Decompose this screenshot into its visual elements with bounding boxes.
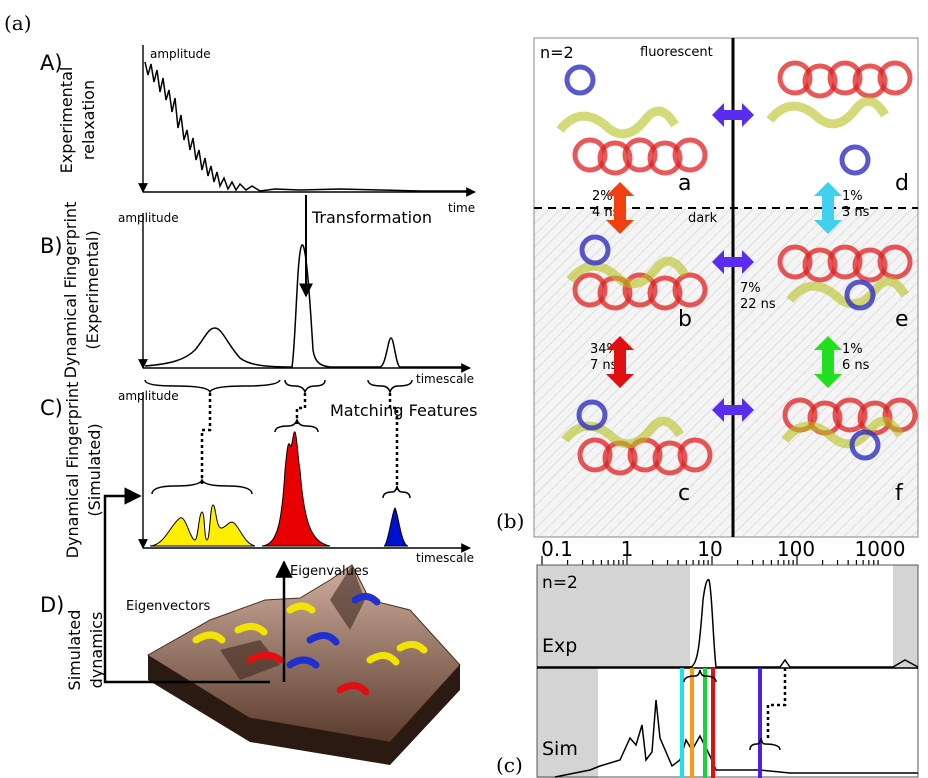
side-label-line: Dynamical Fingerprint: [63, 382, 82, 559]
figure-b: n=2 fluorescent dark a b c d e f 2%4 ns …: [496, 38, 918, 537]
figure-label: (b): [496, 509, 524, 533]
panel-b: B) Dynamical Fingerprint(Experimental) a…: [40, 202, 474, 392]
time: 7 ns: [590, 358, 618, 373]
x-axis-label: timescale: [416, 372, 474, 386]
n-label: n=2: [542, 573, 578, 593]
axis-label: 1000: [855, 537, 906, 561]
eigenvalues-label: Eigenvalues: [290, 564, 369, 579]
percent: 2%: [592, 189, 613, 204]
transformation-label: Transformation: [311, 208, 432, 227]
n-label: n=2: [540, 43, 574, 62]
state-label: e: [895, 307, 909, 332]
percent: 1%: [842, 189, 863, 204]
axis-label: 10: [697, 537, 722, 561]
state-label: b: [678, 307, 692, 332]
relaxation-curve: [145, 62, 470, 191]
axes: [143, 45, 475, 192]
panel-label: C): [40, 396, 63, 420]
side-label-line: (Experimental): [83, 230, 102, 349]
time: 6 ns: [842, 358, 870, 373]
excluded-region: [537, 668, 598, 778]
row-label: Exp: [542, 635, 577, 657]
percent: 1%: [842, 342, 863, 357]
figure: (a) A) Experimentalrelaxation amplitude …: [0, 0, 928, 778]
state-label: c: [678, 481, 690, 506]
panel-label: D): [40, 593, 64, 617]
figure-label: (c): [496, 753, 523, 777]
brace: [275, 420, 318, 432]
eigenvectors-label: Eigenvectors: [126, 599, 211, 614]
landscape: [148, 565, 460, 742]
state-label: a: [678, 171, 691, 196]
side-label: Simulateddynamics: [65, 610, 106, 691]
dark-label: dark: [688, 211, 718, 226]
state-label: d: [895, 171, 909, 196]
axis-label: 100: [777, 537, 815, 561]
matching-line: [768, 668, 785, 738]
brace: [285, 380, 325, 392]
y-axis-label: amplitude: [118, 211, 179, 225]
brace: [368, 380, 412, 392]
y-axis-label: amplitude: [150, 47, 211, 61]
simulated-peak: [262, 432, 330, 546]
fluorescent-label: fluorescent: [640, 45, 713, 60]
sim-curve: [555, 700, 918, 777]
timescale-lines: [682, 668, 760, 778]
matching-line: [202, 393, 210, 486]
row-label: Sim: [542, 738, 578, 760]
fluorescent-region: [534, 38, 918, 208]
percent: 7%: [740, 281, 761, 296]
side-label-line: dynamics: [87, 612, 106, 689]
excluded-region: [893, 565, 918, 668]
side-label-line: relaxation: [79, 80, 98, 160]
side-label-line: Dynamical Fingerprint: [61, 202, 80, 379]
side-label: Dynamical Fingerprint(Experimental): [61, 202, 102, 379]
figure-label: (a): [4, 11, 32, 35]
state-label: f: [895, 481, 904, 506]
x-axis-label: time: [448, 201, 475, 215]
x-axis-label: timescale: [416, 551, 474, 565]
time: 22 ns: [740, 297, 776, 312]
brace: [750, 738, 780, 750]
brace: [383, 486, 410, 498]
simulated-peak: [384, 508, 408, 546]
matching-line: [297, 393, 305, 425]
side-label: Dynamical Fingerprint(Simulated): [63, 382, 104, 559]
y-axis-label: amplitude: [118, 389, 179, 403]
panel-label: B): [40, 234, 63, 258]
simulated-peak: [150, 505, 255, 546]
side-label-line: (Simulated): [85, 423, 104, 516]
matching-label: Matching Features: [330, 401, 477, 420]
time: 3 ns: [842, 205, 870, 220]
side-label-line: Experimental: [57, 67, 76, 174]
side-label-line: Simulated: [65, 610, 84, 691]
axis-label: 0.1: [541, 537, 573, 561]
side-label: Experimentalrelaxation: [57, 67, 98, 174]
